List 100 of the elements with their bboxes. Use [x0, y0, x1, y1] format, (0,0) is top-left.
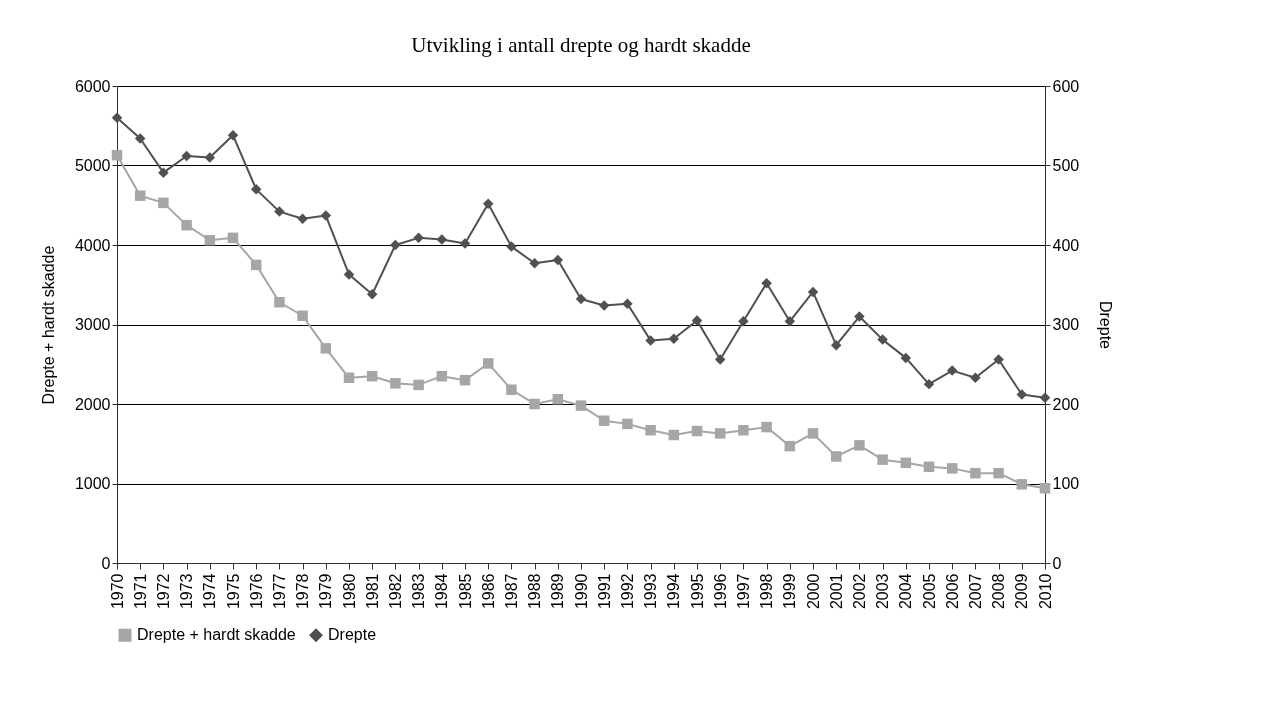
point — [691, 425, 703, 437]
x-tick-label: 1998 — [758, 573, 776, 610]
x-tick-label: 1973 — [178, 573, 196, 610]
point — [807, 428, 819, 439]
point — [877, 334, 888, 345]
y2-tick-label: 500 — [1052, 157, 1080, 174]
point — [923, 378, 935, 390]
point — [274, 297, 285, 308]
point — [459, 238, 471, 249]
x-tick-label: 2004 — [897, 573, 915, 610]
x-tick-label: 1974 — [201, 573, 219, 610]
point — [622, 418, 633, 430]
point — [784, 316, 796, 327]
point — [529, 258, 540, 269]
point — [854, 440, 865, 451]
point — [158, 197, 169, 209]
point — [993, 467, 1004, 479]
chart-title: Utvikling i antall drepte og hardt skadde — [411, 33, 751, 57]
point — [714, 428, 726, 439]
x-tick-label: 2003 — [874, 573, 892, 610]
point — [807, 286, 819, 298]
x-tick-label: 1984 — [433, 573, 451, 610]
y-tick-label: 4000 — [74, 236, 111, 254]
x-tick-label: 1999 — [781, 573, 799, 610]
point — [181, 219, 192, 231]
x-tick-label: 1983 — [410, 573, 428, 610]
point — [668, 333, 680, 345]
y-tick-label: 0 — [101, 554, 111, 572]
x-tick-label: 1975 — [224, 573, 242, 610]
x-tick-label: 1997 — [734, 573, 752, 610]
y2-tick-label: 200 — [1052, 395, 1080, 413]
x-tick-label: 1996 — [711, 573, 729, 610]
point — [390, 378, 401, 389]
point — [761, 277, 772, 289]
x-tick-label: 1986 — [479, 573, 497, 610]
point — [274, 206, 285, 217]
point — [320, 343, 332, 354]
point — [297, 310, 308, 321]
point — [552, 254, 564, 266]
point — [204, 234, 216, 246]
point — [598, 300, 610, 311]
y2-tick-label: 0 — [1052, 554, 1062, 572]
x-tick-label: 2001 — [827, 573, 845, 610]
x-tick-label: 1982 — [386, 573, 404, 610]
point — [413, 232, 424, 244]
point — [830, 451, 842, 462]
x-tick-label: 1991 — [595, 573, 613, 610]
point — [645, 335, 656, 346]
point — [366, 370, 378, 382]
x-tick-label: 1976 — [247, 573, 265, 610]
y2-tick-label: 100 — [1052, 475, 1080, 492]
y-tick-label: 2000 — [74, 395, 111, 413]
x-tick-label: 1971 — [131, 573, 149, 610]
point — [250, 184, 262, 195]
x-tick-label: 1988 — [526, 573, 544, 610]
legend-label: Drepte + hardt skadde — [137, 626, 296, 644]
point — [1016, 479, 1028, 490]
point — [366, 289, 378, 300]
point — [111, 149, 123, 161]
point — [900, 457, 912, 469]
point — [506, 384, 517, 395]
point — [970, 372, 981, 384]
y-tick-label: 3000 — [74, 316, 111, 333]
point — [204, 152, 216, 163]
x-tick-label: 1981 — [363, 573, 381, 610]
x-tick-label: 2005 — [920, 573, 938, 610]
x-tick-label: 1992 — [618, 573, 636, 610]
y-tick-label: 5000 — [74, 157, 111, 174]
y-tick-label: 6000 — [74, 77, 111, 95]
x-tick-label: 2002 — [850, 573, 868, 610]
point — [134, 190, 146, 201]
x-tick-label: 2000 — [804, 573, 822, 610]
point — [158, 167, 169, 178]
point — [343, 372, 355, 384]
x-tick-label: 1985 — [456, 573, 474, 610]
x-tick-label: 2006 — [943, 573, 961, 610]
point — [993, 354, 1004, 365]
point — [1039, 392, 1051, 403]
x-tick-label: 1993 — [642, 573, 660, 610]
y-axis-title: Drepte + hardt skadde — [39, 245, 57, 405]
point — [575, 400, 587, 411]
point — [436, 234, 448, 245]
x-tick-label: 1989 — [549, 573, 567, 610]
point — [552, 393, 564, 405]
point — [738, 424, 749, 436]
x-tick-label: 2007 — [966, 573, 984, 610]
point — [645, 424, 656, 436]
point — [1039, 483, 1051, 494]
x-tick-label: 1979 — [317, 573, 335, 610]
point — [320, 210, 332, 221]
x-tick-label: 1978 — [294, 573, 312, 610]
y2-tick-label: 300 — [1052, 316, 1080, 333]
point — [784, 440, 796, 452]
x-tick-label: 2010 — [1036, 573, 1054, 610]
point — [575, 293, 587, 305]
y2-axis-title: Drepte — [1097, 300, 1115, 350]
point — [830, 339, 842, 351]
x-tick-label: 1995 — [688, 573, 706, 610]
legend-label: Drepte — [328, 626, 377, 644]
x-tick-label: 1990 — [572, 573, 590, 610]
